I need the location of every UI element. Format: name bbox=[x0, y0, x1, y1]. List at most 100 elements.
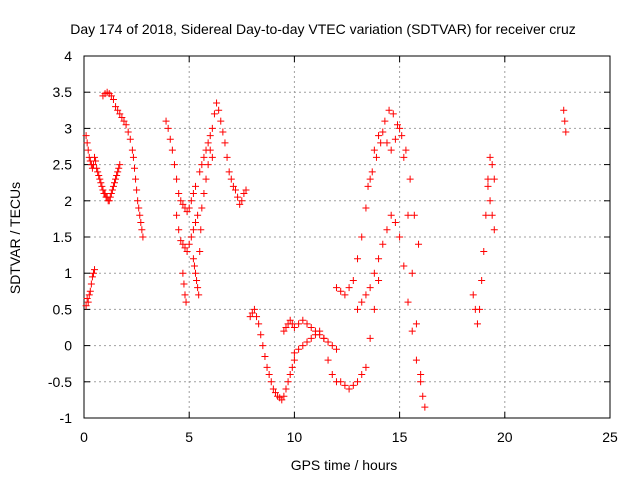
series-s3 bbox=[99, 88, 147, 241]
data-point bbox=[295, 320, 303, 328]
data-point bbox=[185, 204, 193, 212]
data-point bbox=[195, 291, 203, 299]
data-point bbox=[389, 110, 397, 118]
data-point bbox=[295, 345, 303, 353]
y-tick-label: 1 bbox=[64, 265, 72, 281]
data-point bbox=[259, 342, 267, 350]
data-point bbox=[179, 200, 187, 208]
data-point bbox=[387, 211, 395, 219]
data-point bbox=[183, 247, 191, 255]
data-point bbox=[236, 200, 244, 208]
data-point bbox=[282, 324, 290, 331]
data-point bbox=[194, 284, 202, 292]
data-point bbox=[398, 132, 406, 140]
data-point bbox=[560, 106, 568, 114]
data-point bbox=[219, 128, 227, 136]
data-point bbox=[82, 302, 90, 310]
data-point bbox=[173, 211, 181, 219]
series-s14 bbox=[364, 106, 423, 248]
data-point bbox=[164, 124, 172, 132]
data-point bbox=[278, 396, 286, 404]
y-tick-label: 0 bbox=[64, 338, 72, 354]
data-point bbox=[194, 211, 202, 219]
data-point bbox=[86, 287, 94, 295]
data-point bbox=[246, 313, 254, 321]
data-point bbox=[185, 240, 193, 248]
data-point bbox=[486, 153, 494, 161]
data-point bbox=[488, 161, 496, 169]
data-point bbox=[83, 139, 91, 147]
data-point bbox=[358, 371, 366, 379]
data-point bbox=[96, 175, 104, 183]
data-point bbox=[332, 345, 340, 353]
data-point bbox=[417, 378, 425, 386]
data-point bbox=[381, 117, 389, 125]
data-point bbox=[288, 320, 296, 328]
data-point bbox=[396, 233, 404, 241]
data-point bbox=[114, 106, 122, 114]
data-point bbox=[82, 132, 90, 140]
data-point bbox=[208, 124, 216, 132]
data-point bbox=[400, 262, 408, 270]
y-axis-label: SDTVAR / TECUs bbox=[7, 182, 23, 294]
data-point bbox=[238, 197, 246, 205]
data-point bbox=[478, 276, 486, 284]
x-tick-label: 25 bbox=[602, 429, 618, 445]
data-point bbox=[362, 204, 370, 212]
data-point bbox=[221, 139, 229, 147]
data-point bbox=[257, 331, 265, 339]
data-point bbox=[181, 244, 189, 252]
series-s13 bbox=[354, 211, 427, 400]
data-point bbox=[93, 164, 101, 172]
data-point bbox=[128, 146, 136, 154]
data-point bbox=[370, 269, 378, 277]
data-point bbox=[106, 193, 114, 201]
data-point bbox=[200, 190, 208, 198]
data-point bbox=[362, 291, 370, 299]
data-point bbox=[204, 139, 212, 147]
series-s6 bbox=[179, 269, 190, 306]
data-point bbox=[98, 182, 106, 190]
data-point bbox=[362, 363, 370, 371]
y-tick-label: 1.5 bbox=[53, 229, 73, 245]
data-point bbox=[204, 161, 212, 169]
data-point bbox=[229, 182, 237, 190]
data-point bbox=[288, 363, 296, 371]
data-point bbox=[101, 190, 109, 198]
data-point bbox=[282, 385, 290, 393]
data-point bbox=[83, 295, 91, 303]
data-point bbox=[120, 117, 128, 125]
data-point bbox=[469, 291, 477, 299]
data-point bbox=[307, 334, 315, 342]
data-point bbox=[484, 175, 492, 183]
data-point bbox=[200, 153, 208, 161]
data-point bbox=[182, 298, 190, 306]
data-point bbox=[337, 287, 345, 295]
data-point bbox=[107, 190, 115, 198]
data-point bbox=[210, 110, 218, 118]
data-point bbox=[267, 378, 275, 386]
data-point bbox=[286, 316, 294, 324]
series-s8 bbox=[196, 99, 250, 208]
x-axis-label: GPS time / hours bbox=[291, 457, 398, 473]
data-point bbox=[328, 371, 336, 379]
data-point bbox=[97, 179, 105, 187]
data-point bbox=[118, 114, 126, 122]
data-point bbox=[290, 349, 298, 357]
y-tick-label: 3 bbox=[64, 120, 72, 136]
data-point bbox=[307, 324, 315, 331]
data-point bbox=[412, 320, 420, 328]
data-point bbox=[345, 385, 353, 393]
data-point bbox=[177, 237, 185, 245]
x-tick-label: 20 bbox=[497, 429, 513, 445]
data-point bbox=[400, 153, 408, 161]
data-point bbox=[136, 211, 144, 219]
y-tick-label: -0.5 bbox=[48, 374, 72, 390]
data-point bbox=[190, 262, 198, 270]
data-point bbox=[85, 291, 93, 299]
series-s1 bbox=[82, 266, 99, 310]
data-point bbox=[375, 276, 383, 284]
data-point bbox=[408, 327, 416, 335]
data-point bbox=[311, 331, 319, 339]
